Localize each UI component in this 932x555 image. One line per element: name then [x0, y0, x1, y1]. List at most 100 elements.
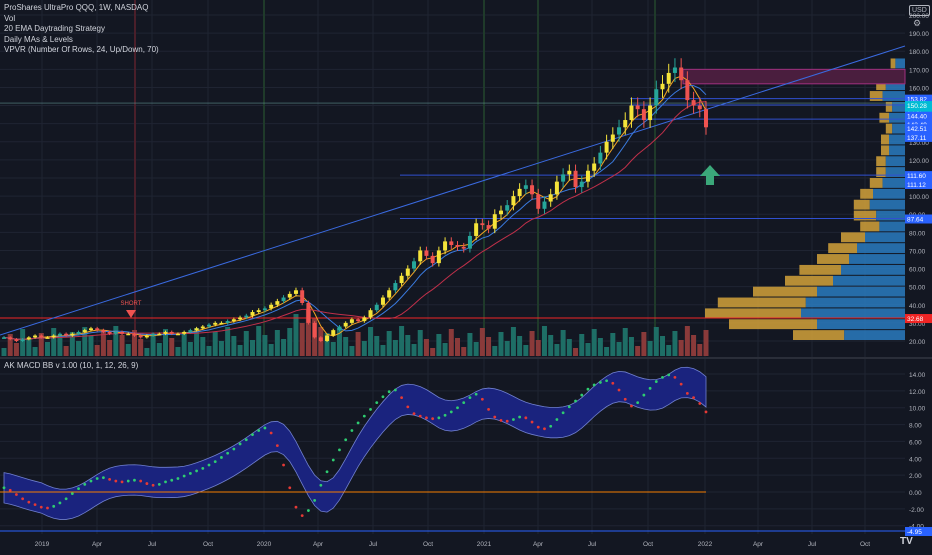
- volume-bar: [355, 332, 361, 356]
- candle-body: [70, 333, 75, 336]
- candle-body: [467, 235, 472, 249]
- candle-body: [691, 100, 696, 106]
- macd-axis-label: 0.00: [909, 490, 922, 497]
- macd-dot: [269, 431, 273, 435]
- macd-dot: [369, 408, 372, 411]
- vpvr-up-bar: [892, 101, 905, 112]
- volume-bar: [486, 337, 492, 356]
- macd-dot: [64, 497, 68, 501]
- macd-dot: [157, 483, 161, 486]
- volume-bar: [585, 343, 591, 356]
- time-axis-label: Jul: [148, 541, 157, 548]
- indicator-vol[interactable]: Vol: [4, 13, 16, 23]
- candle-body: [455, 245, 460, 247]
- candle-body: [635, 105, 640, 110]
- candle-body: [14, 339, 19, 341]
- volume-bar: [461, 347, 467, 356]
- volume-bar: [374, 336, 380, 356]
- trend-line: [0, 45, 906, 336]
- price-axis-label: 70.00: [909, 248, 926, 255]
- volume-bar: [455, 338, 461, 356]
- tradingview-logo-icon: TV: [900, 536, 913, 547]
- macd-dot: [654, 380, 658, 383]
- gear-icon[interactable]: ⚙: [913, 18, 922, 28]
- volume-bar: [597, 338, 603, 356]
- macd-dot: [605, 379, 609, 383]
- volume-bar: [566, 339, 572, 356]
- price-tag: 32.68: [905, 314, 932, 324]
- volume-bar: [672, 331, 678, 356]
- price-axis-label: 20.00: [909, 339, 926, 346]
- macd-dot: [331, 458, 335, 462]
- indicator-vpvr[interactable]: VPVR (Number Of Rows, 24, Up/Down, 70): [4, 45, 159, 54]
- indicator-ema[interactable]: 20 EMA Daytrading Strategy: [4, 24, 105, 33]
- macd-dot: [213, 460, 217, 464]
- volume-bar: [119, 335, 125, 356]
- time-axis-label: Jul: [369, 541, 378, 548]
- volume-bar: [492, 346, 498, 356]
- macd-dot: [120, 480, 124, 484]
- macd-dot: [574, 399, 577, 403]
- time-axis-bg: [0, 536, 932, 550]
- vpvr-down-bar: [853, 210, 877, 221]
- macd-last-bg: [905, 527, 932, 536]
- vpvr-up-bar: [841, 264, 905, 275]
- candle-body: [418, 250, 423, 262]
- symbol-title[interactable]: ProShares UltraPro QQQ, 1W, NASDAQ: [4, 3, 149, 12]
- macd-dot: [543, 427, 546, 431]
- macd-legend[interactable]: AK MACD BB v 1.00 (10, 1, 12, 26, 9): [4, 361, 139, 370]
- candle-body: [231, 319, 236, 322]
- macd-dot: [344, 438, 348, 442]
- candle-body: [207, 324, 212, 327]
- candle-body: [250, 312, 255, 316]
- volume-bar: [125, 344, 131, 356]
- macd-dot: [524, 416, 528, 420]
- volume-bar: [423, 339, 429, 356]
- volume-bar: [622, 328, 628, 356]
- macd-dot: [58, 501, 62, 505]
- candle-body: [393, 283, 398, 291]
- candle-body: [256, 310, 261, 313]
- vpvr-up-bar: [844, 330, 905, 340]
- candle-body: [8, 337, 13, 340]
- vpvr-down-bar: [860, 188, 873, 199]
- vpvr-up-bar: [879, 221, 905, 232]
- candle-body: [660, 83, 665, 90]
- candle-body: [449, 241, 454, 246]
- volume-bar: [479, 328, 485, 356]
- price-tag-text: 137.11: [907, 135, 927, 142]
- price-tag-bg: [905, 314, 932, 324]
- indicator-mas[interactable]: Daily MAs & Levels: [4, 34, 73, 44]
- volume-bar: [194, 328, 200, 356]
- candle-body: [349, 319, 354, 323]
- macd-dot: [580, 393, 584, 397]
- volume-bar: [343, 337, 349, 356]
- macd-dot: [561, 411, 565, 415]
- price-tag-bg: [905, 111, 932, 121]
- vpvr-up-bar: [885, 156, 905, 167]
- vpvr-down-bar: [793, 330, 845, 340]
- short-signal-label: SHORT: [121, 301, 142, 307]
- macd-dot: [220, 456, 223, 459]
- volume-bar: [610, 333, 616, 356]
- time-axis-label: Oct: [423, 541, 433, 548]
- price-tag-text: 111.60: [907, 173, 926, 180]
- vpvr-up-bar: [849, 254, 905, 264]
- volume-bar: [442, 343, 448, 356]
- candle-body: [561, 174, 566, 182]
- vpvr-down-bar: [885, 123, 893, 134]
- candle-body: [604, 141, 609, 153]
- currency-label[interactable]: USD: [909, 5, 930, 16]
- vpvr-up-bar: [805, 297, 905, 308]
- price-tag: 150.28: [905, 101, 932, 111]
- macd-dot: [33, 503, 37, 507]
- ma-slow-line: [3, 101, 707, 340]
- macd-dot: [151, 483, 155, 487]
- candle-body: [281, 297, 286, 302]
- candle-body: [306, 302, 311, 323]
- candle-body: [26, 337, 31, 340]
- candle-body: [548, 194, 553, 202]
- candle-body: [430, 255, 435, 264]
